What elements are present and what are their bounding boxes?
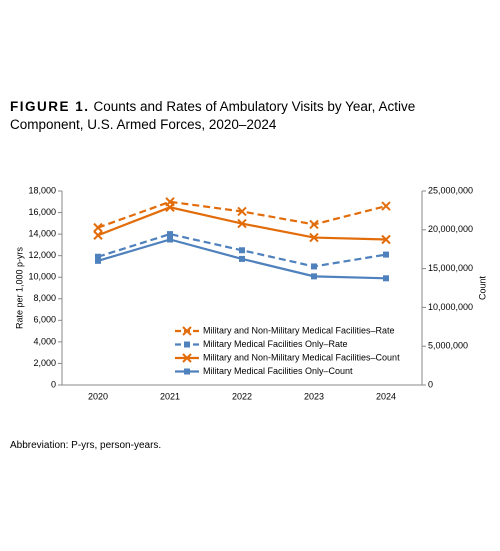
y-tick-label: 12,000 [28, 250, 56, 260]
y-tick-label: 18,000 [28, 185, 56, 195]
marker [239, 255, 245, 262]
marker [309, 232, 319, 243]
chart: 0 2,000 4,000 6,000 8,000 10,000 12,000 14,000 1… [14, 185, 487, 401]
x-tick-label: 2020 [88, 391, 108, 401]
marker [237, 218, 247, 229]
legend-label: Military Medical Facilities Only–Count [203, 366, 353, 376]
marker [383, 275, 389, 282]
marker [167, 231, 173, 238]
y2-tick-label: 20,000,000 [428, 224, 473, 234]
y2-tick-label: 15,000,000 [428, 263, 473, 273]
legend-label: Military Medical Facilities Only–Rate [203, 339, 348, 349]
marker [165, 202, 175, 213]
marker [239, 247, 245, 254]
x-tick-label: 2023 [304, 391, 324, 401]
x-tick-label: 2022 [232, 391, 252, 401]
legend-marker [184, 341, 190, 348]
y-axis-title: Rate per 1,000 p-yrs [14, 246, 24, 329]
marker [309, 219, 319, 230]
y-tick-label: 0 [51, 379, 56, 389]
marker [95, 257, 101, 264]
x-tick-label: 2021 [160, 391, 180, 401]
y-tick-label: 2,000 [33, 358, 56, 368]
marker [311, 263, 317, 270]
y2-tick-label: 5,000,000 [428, 341, 468, 351]
chart-title: Counts and Rates of Ambulatory Visits by… [10, 99, 416, 132]
marker [311, 273, 317, 280]
marker [93, 222, 103, 233]
legend-label: Military and Non-Military Medical Facili… [203, 352, 400, 362]
legend-label: Military and Non-Military Medical Facili… [203, 325, 395, 335]
marker [237, 206, 247, 217]
y2-tick-label: 0 [428, 379, 433, 389]
y2-axis-title: Count [477, 276, 487, 301]
title-block: FIGURE 1. Counts and Rates of Ambulatory … [10, 98, 490, 134]
y2-tick-label: 25,000,000 [428, 185, 473, 195]
marker [95, 253, 101, 260]
legend-marker [184, 368, 190, 375]
x-tick-label: 2024 [376, 391, 396, 401]
marker [167, 236, 173, 243]
marker [381, 234, 391, 245]
marker [383, 251, 389, 258]
footnote: Abbreviation: P-yrs, person-years. [10, 440, 162, 451]
marker [381, 201, 391, 211]
y-tick-label: 16,000 [28, 207, 56, 217]
y-tick-label: 8,000 [33, 293, 56, 303]
legend-marker [182, 326, 192, 336]
y-tick-label: 6,000 [33, 315, 56, 325]
y-tick-label: 4,000 [33, 336, 56, 346]
y2-tick-label: 10,000,000 [428, 302, 473, 312]
y-tick-label: 10,000 [28, 272, 56, 282]
figure-label: FIGURE 1. [10, 99, 90, 114]
legend-marker [182, 353, 192, 363]
y-tick-label: 14,000 [28, 228, 56, 238]
marker [93, 230, 103, 240]
